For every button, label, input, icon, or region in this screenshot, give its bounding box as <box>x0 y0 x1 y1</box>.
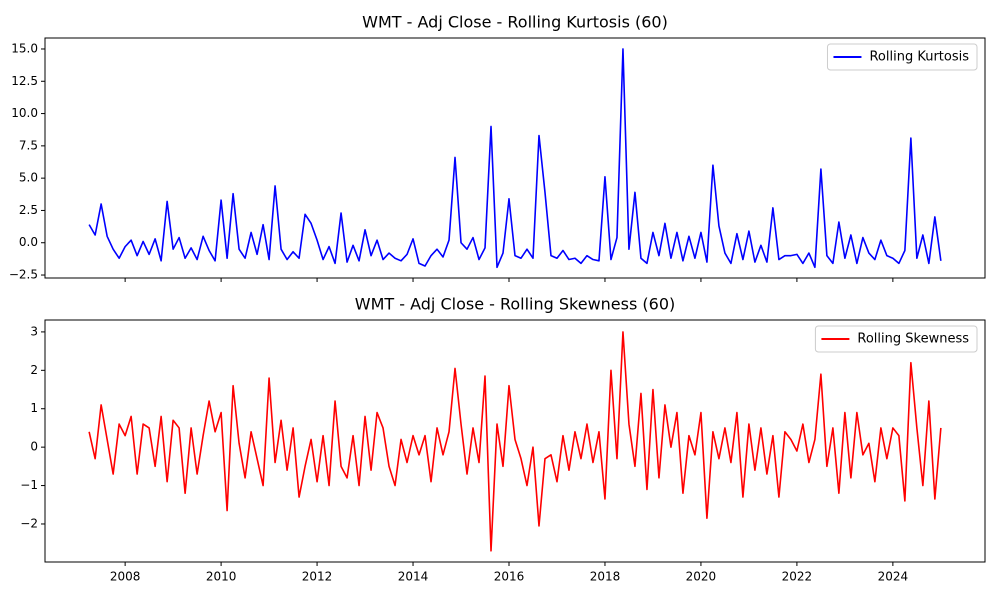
subplot: WMT - Adj Close - Rolling Skewness (60) −… <box>20 295 986 584</box>
y-tick-label: 0.0 <box>19 235 38 249</box>
plot-area <box>88 331 942 552</box>
x-tick-label: 2018 <box>590 570 621 584</box>
line-series <box>88 331 942 552</box>
x-tick-label: 2020 <box>686 570 717 584</box>
x-tick-label: 2012 <box>302 570 333 584</box>
plot-area <box>88 48 942 269</box>
y-tick-label: 0 <box>30 440 38 454</box>
y-tick-label: 15.0 <box>11 41 38 55</box>
legend: Rolling Kurtosis <box>826 43 978 71</box>
x-tick-label: 2024 <box>878 570 909 584</box>
y-tick-label: 7.5 <box>19 138 38 152</box>
y-tick-label: 2 <box>30 363 38 377</box>
legend-label: Rolling Kurtosis <box>869 50 969 65</box>
legend: Rolling Skewness <box>814 325 978 353</box>
subplot: WMT - Adj Close - Rolling Kurtosis (60) −… <box>9 13 986 282</box>
axes-frame <box>44 319 986 563</box>
y-tick-label: −2 <box>20 516 38 530</box>
legend-label: Rolling Skewness <box>857 332 969 347</box>
x-tick-label: 2022 <box>782 570 813 584</box>
x-tick-label: 2010 <box>206 570 237 584</box>
chart-title: WMT - Adj Close - Rolling Skewness (60) <box>355 295 676 314</box>
x-tick-label: 2016 <box>494 570 525 584</box>
y-tick-label: 12.5 <box>11 74 38 88</box>
y-tick-label: 2.5 <box>19 203 38 217</box>
legend-frame <box>826 43 978 71</box>
y-tick-label: 10.0 <box>11 106 38 120</box>
legend-frame <box>814 325 978 353</box>
y-tick-label: −2.5 <box>9 268 38 282</box>
x-tick-label: 2008 <box>110 570 141 584</box>
y-tick-label: 5.0 <box>19 171 38 185</box>
y-tick-label: 3 <box>30 324 38 338</box>
line-series <box>88 48 942 269</box>
y-tick-label: −1 <box>20 478 38 492</box>
x-tick-label: 2014 <box>398 570 429 584</box>
y-tick-label: 1 <box>30 401 38 415</box>
axes-frame <box>44 37 986 279</box>
chart-title: WMT - Adj Close - Rolling Kurtosis (60) <box>362 13 668 32</box>
